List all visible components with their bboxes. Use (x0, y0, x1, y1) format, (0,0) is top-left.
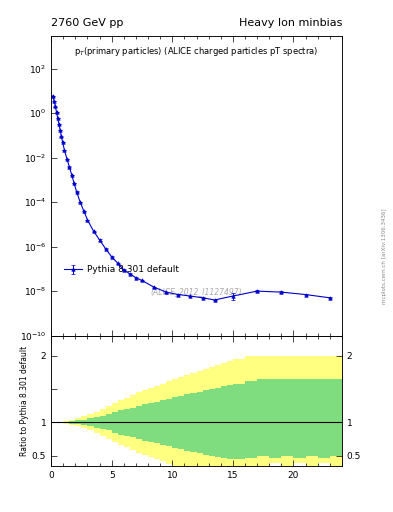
Text: mcplots.cern.ch [arXiv:1306.3436]: mcplots.cern.ch [arXiv:1306.3436] (382, 208, 387, 304)
Legend: Pythia 8.301 default: Pythia 8.301 default (61, 263, 182, 277)
Text: 2760 GeV pp: 2760 GeV pp (51, 18, 123, 28)
Text: p$_T$(primary particles) (ALICE charged particles pT spectra): p$_T$(primary particles) (ALICE charged … (74, 45, 319, 58)
Y-axis label: Ratio to Pythia 8.301 default: Ratio to Pythia 8.301 default (20, 346, 29, 456)
Text: Heavy Ion minbias: Heavy Ion minbias (239, 18, 342, 28)
Text: (ALICE_2012_I1127497): (ALICE_2012_I1127497) (151, 288, 242, 296)
